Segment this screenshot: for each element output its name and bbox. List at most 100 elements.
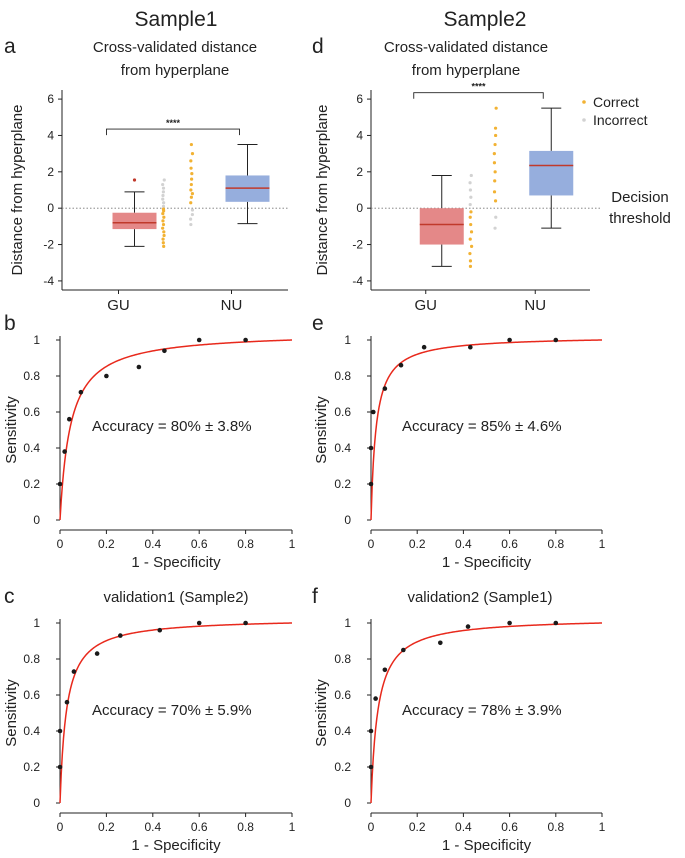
roc-point xyxy=(57,481,63,487)
point-incorrect xyxy=(161,204,166,208)
x-axis-label: 1 - Specificity xyxy=(442,837,532,854)
roc-point xyxy=(553,620,559,626)
point-correct xyxy=(494,106,498,110)
accuracy-label: Accuracy = 80% ± 3.8% xyxy=(92,418,252,435)
y-tick-label: 0.4 xyxy=(334,724,351,738)
roc-point xyxy=(57,764,63,770)
roc-point xyxy=(507,620,512,626)
point-correct xyxy=(189,159,193,163)
point-correct xyxy=(189,166,193,170)
significance-stars: **** xyxy=(166,118,181,128)
significance-stars: **** xyxy=(471,82,486,92)
roc-point xyxy=(57,728,63,734)
box-iqr xyxy=(112,212,157,230)
point-incorrect xyxy=(468,202,472,207)
legend: Correct Incorrect xyxy=(582,94,648,128)
roc-point xyxy=(157,627,163,633)
roc-point xyxy=(368,728,374,734)
point-correct xyxy=(161,222,166,227)
chart-panel-c: c validation1 (Sample2) 0 0.2 0.4 0.6 0.8 1 0 0.2… xyxy=(3,585,296,854)
panel-label: a xyxy=(4,35,16,58)
point-correct xyxy=(190,192,195,196)
point-incorrect xyxy=(189,217,193,221)
y-tick-label: 0.8 xyxy=(334,652,351,666)
point-correct xyxy=(189,182,193,187)
panel-label: b xyxy=(4,312,16,335)
y-tick-label: -2 xyxy=(352,238,363,252)
point-correct xyxy=(189,195,193,199)
y-tick-label: 0.6 xyxy=(334,405,351,419)
panel-label: c xyxy=(4,585,15,608)
decision-threshold-label-line2: threshold xyxy=(609,210,671,227)
point-incorrect xyxy=(162,201,166,205)
panel-label: e xyxy=(312,312,324,335)
x-tick-label: GU xyxy=(107,297,130,314)
x-tick-label: 0.4 xyxy=(144,537,161,551)
point-incorrect xyxy=(161,190,165,194)
point-incorrect xyxy=(161,197,165,201)
point-correct xyxy=(493,126,498,130)
y-axis-label: Sensitivity xyxy=(313,679,330,747)
point-incorrect xyxy=(469,195,473,199)
point-correct xyxy=(492,161,497,165)
roc-point xyxy=(468,344,473,350)
roc-curve xyxy=(59,622,293,804)
roc-point xyxy=(382,667,388,673)
roc-point xyxy=(62,449,67,454)
x-tick-label: 0.2 xyxy=(409,537,426,551)
roc-point xyxy=(162,348,167,354)
accuracy-label: Accuracy = 78% ± 3.9% xyxy=(402,702,562,719)
y-tick-label: -4 xyxy=(352,274,363,288)
point-correct xyxy=(190,152,195,156)
point-correct xyxy=(162,215,166,219)
x-tick-label: 0.6 xyxy=(501,537,518,551)
point-correct xyxy=(468,237,472,241)
legend-marker-correct xyxy=(582,100,586,104)
box-gu xyxy=(112,178,157,247)
y-tick-label: 6 xyxy=(356,92,363,106)
x-axis-label: 1 - Specificity xyxy=(131,554,221,571)
x-tick-label: 0.2 xyxy=(98,537,115,551)
y-tick-label: 0 xyxy=(33,796,40,810)
y-tick-label: 0 xyxy=(47,201,54,215)
roc-point xyxy=(196,337,202,343)
chart-panel-f: f validation2 (Sample1) 0 0.2 0.4 0.6 0.8 1 0 0.2… xyxy=(312,585,606,854)
roc-point xyxy=(371,409,376,415)
x-tick-label: 0.8 xyxy=(237,820,254,834)
chart-panel-a: a Cross-validated distance from hyperplane… xyxy=(4,35,288,314)
y-tick-label: 4 xyxy=(356,128,363,142)
y-axis-label: Sensitivity xyxy=(3,679,20,747)
point-correct xyxy=(189,142,193,147)
roc-point xyxy=(243,337,248,343)
roc-curve xyxy=(370,339,603,521)
y-tick-label: 0 xyxy=(356,201,363,215)
point-correct xyxy=(468,215,472,219)
point-incorrect xyxy=(190,212,194,217)
x-tick-label: 0.6 xyxy=(191,820,208,834)
point-correct xyxy=(161,241,165,245)
point-correct xyxy=(161,212,165,216)
point-incorrect xyxy=(161,186,166,190)
y-tick-label: 0.4 xyxy=(23,724,40,738)
roc-point xyxy=(196,620,202,626)
x-axis-label: 1 - Specificity xyxy=(131,837,221,854)
point-incorrect xyxy=(189,222,193,227)
roc-point xyxy=(71,669,77,674)
chart-panel-b: b 0 0.2 0.4 0.6 0.8 1 0 0.2 0.4 0.6 0.8 1 1 - Specifi… xyxy=(3,312,296,571)
legend-label-incorrect: Incorrect xyxy=(593,112,648,128)
chart-title: validation2 (Sample1) xyxy=(407,589,552,606)
y-tick-label: 0.2 xyxy=(23,477,40,491)
x-tick-label: 0.4 xyxy=(144,820,161,834)
y-tick-label: 0 xyxy=(33,513,40,527)
y-axis-label: Sensitivity xyxy=(313,396,330,464)
y-tick-label: 1 xyxy=(344,616,351,630)
box-iqr xyxy=(419,208,464,245)
point-correct xyxy=(190,177,194,181)
roc-point xyxy=(421,344,427,350)
x-tick-label: 1 xyxy=(599,537,606,551)
x-tick-label: 1 xyxy=(599,820,606,834)
y-tick-label: 0.6 xyxy=(334,688,351,702)
roc-point xyxy=(465,624,471,629)
y-tick-label: 0.2 xyxy=(334,760,351,774)
point-correct xyxy=(468,264,473,268)
